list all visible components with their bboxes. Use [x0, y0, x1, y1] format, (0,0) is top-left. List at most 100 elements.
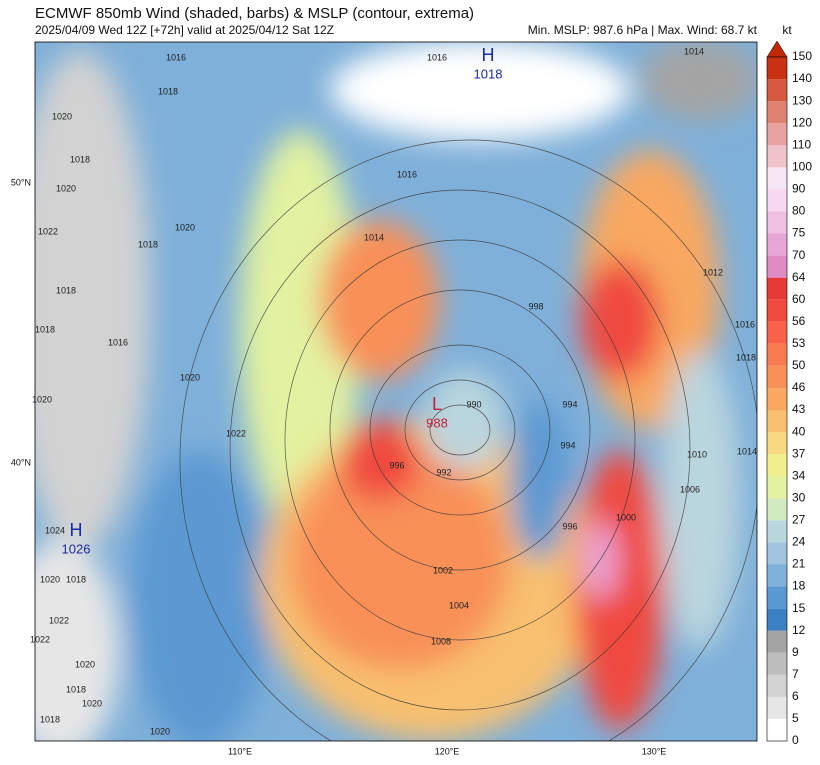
- lon-label: 120°E: [435, 746, 460, 756]
- contour-label: 1000: [616, 512, 636, 522]
- contour-label: 1016: [108, 337, 128, 347]
- colorbar-box: [767, 211, 787, 234]
- colorbar-label: 9: [792, 645, 799, 659]
- contour-label: 1018: [66, 574, 86, 584]
- contour-label: 1018: [56, 285, 76, 295]
- subtitle: 2025/04/09 Wed 12Z [+72h] valid at 2025/…: [35, 23, 334, 37]
- contour-label: 1014: [364, 232, 384, 242]
- colorbar-box: [767, 476, 787, 499]
- colorbar-label: 30: [792, 490, 806, 504]
- contour-label: 1022: [38, 226, 58, 236]
- lat-label: 50°N: [11, 177, 31, 187]
- colorbar-label: 53: [792, 336, 806, 350]
- contour-label: 1020: [180, 372, 200, 382]
- contour-label: 1024: [45, 525, 65, 535]
- colorbar-label: 130: [792, 93, 812, 107]
- contour-label: 992: [436, 467, 451, 477]
- colorbar-box: [767, 674, 787, 697]
- colorbar-box: [767, 167, 787, 190]
- contour-label: 1004: [449, 600, 469, 610]
- colorbar-label: 140: [792, 71, 812, 85]
- colorbar-label: 70: [792, 248, 806, 262]
- colorbar-box: [767, 454, 787, 477]
- colorbar-box: [767, 255, 787, 278]
- contour-label: 1018: [736, 352, 756, 362]
- contour-label: 1018: [158, 86, 178, 96]
- extremum-value: 988: [426, 415, 448, 430]
- colorbar-box: [767, 277, 787, 300]
- contour-label: 1020: [150, 726, 170, 736]
- colorbar-box: [767, 101, 787, 124]
- colorbar-box: [767, 432, 787, 455]
- contour-label: 1014: [737, 446, 757, 456]
- colorbar-label: 37: [792, 446, 806, 460]
- contour-label: 994: [562, 399, 577, 409]
- colorbar-box: [767, 299, 787, 322]
- colorbar-box: [767, 387, 787, 411]
- colorbar-box: [767, 696, 787, 719]
- extremum-letter: H: [70, 520, 83, 540]
- colorbar-label: 150: [792, 49, 812, 63]
- colorbar-label: 80: [792, 204, 806, 218]
- lon-label: 110°E: [228, 746, 252, 756]
- colorbar-box: [767, 652, 787, 675]
- contour-label: 1022: [49, 615, 69, 625]
- colorbar-box: [767, 189, 787, 212]
- contour-label: 1020: [32, 394, 52, 404]
- contour-label: 1016: [166, 52, 186, 62]
- colorbar-label: 120: [792, 115, 812, 129]
- contour-label: 1022: [226, 428, 246, 438]
- colorbar-label: 90: [792, 182, 806, 196]
- stats: Min. MSLP: 987.6 hPa | Max. Wind: 68.7 k…: [528, 23, 758, 37]
- colorbar-box: [767, 233, 787, 256]
- colorbar-label: 75: [792, 226, 806, 240]
- colorbar-box: [767, 630, 787, 653]
- contour-label: 1016: [397, 169, 417, 179]
- contour-label: 1018: [35, 324, 55, 334]
- colorbar-label: 6: [792, 689, 799, 703]
- colorbar-box: [767, 586, 787, 609]
- contour-label: 1020: [82, 698, 102, 708]
- colorbar-box: [767, 123, 787, 146]
- contour-label: 1020: [52, 111, 72, 121]
- colorbar-label: 50: [792, 358, 806, 372]
- lon-label: 130°E: [642, 746, 667, 756]
- colorbar-extend: [766, 40, 788, 58]
- extremum-value: 1026: [62, 541, 91, 556]
- colorbar-box: [767, 57, 787, 80]
- colorbar-label: 18: [792, 579, 806, 593]
- colorbar-label: 56: [792, 314, 806, 328]
- colorbar-unit: kt: [782, 23, 792, 37]
- colorbar-box: [767, 321, 787, 344]
- colorbar-frame: [766, 56, 788, 742]
- colorbar-box: [767, 343, 787, 366]
- contour-label: 1018: [70, 154, 90, 164]
- contour-label: 1022: [30, 634, 50, 644]
- colorbar-label: 100: [792, 159, 812, 173]
- colorbar-label: 60: [792, 292, 806, 306]
- extremum-letter: L: [432, 394, 442, 414]
- contour-label: 990: [466, 399, 481, 409]
- lat-label: 40°N: [11, 457, 31, 467]
- contour-label: 998: [528, 301, 543, 311]
- colorbar-label: 7: [792, 667, 799, 681]
- contour-label: 1014: [684, 46, 704, 56]
- colorbar-label: 43: [792, 402, 806, 416]
- colorbar-label: 40: [792, 424, 806, 438]
- contour-label: 996: [389, 460, 404, 470]
- contour-label: 1002: [433, 565, 453, 575]
- colorbar-box: [767, 145, 787, 168]
- colorbar-box: [767, 498, 787, 521]
- title: ECMWF 850mb Wind (shaded, barbs) & MSLP …: [35, 5, 474, 22]
- colorbar-label: 110: [792, 137, 811, 151]
- colorbar-label: 5: [792, 711, 799, 725]
- contour-label: 1008: [431, 636, 451, 646]
- colorbar-box: [767, 520, 787, 543]
- wind-shading: [35, 42, 757, 741]
- contour-label: 1012: [703, 267, 723, 277]
- colorbar-label: 24: [792, 535, 806, 549]
- colorbar-label: 34: [792, 468, 806, 482]
- colorbar-box: [767, 410, 787, 433]
- contour-label: 1010: [687, 449, 707, 459]
